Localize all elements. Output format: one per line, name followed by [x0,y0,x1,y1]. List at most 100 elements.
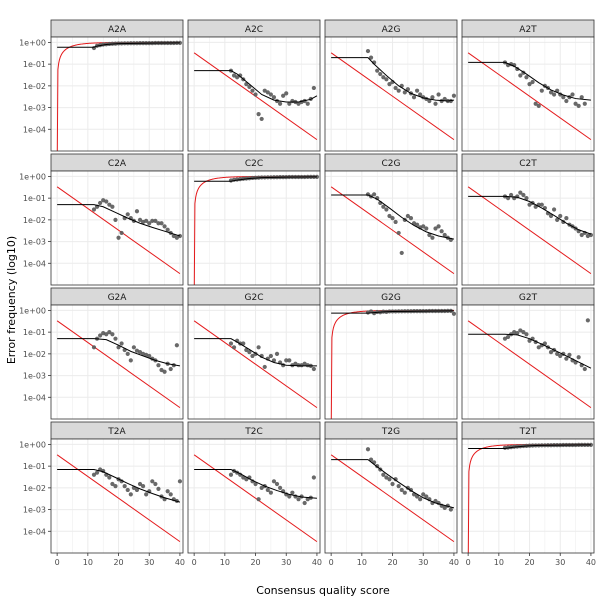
y-tick-label: 1e-02 [23,216,46,225]
panel-marks [56,40,183,151]
data-point [305,101,310,106]
facet-panel-g2a: G2A 1e+00 1e-01 1e-02 1e-03 1e-04 [19,287,184,420]
data-point [98,200,103,206]
data-point [287,494,292,499]
data-point [144,218,149,223]
y-axis-title: Error frequency (log10) [5,236,18,364]
data-point [418,92,423,97]
data-point [539,202,544,207]
panel-background [51,171,183,285]
nominal-error-line [467,320,592,409]
panel-border [461,36,595,152]
panel-background [51,37,183,151]
facet-strip-label: G2A [108,293,128,303]
data-point [555,351,560,356]
data-point [137,350,143,355]
facet-strip-label: G2G [381,293,401,303]
panel-border [50,36,184,152]
panel-border [50,170,184,286]
data-point [439,229,444,234]
data-point [171,233,176,239]
facet-strip-label: A2C [245,25,263,35]
data-point [144,492,149,497]
data-point [168,366,173,372]
fitted-error-line [57,204,181,237]
facet-strip-label: T2T [519,427,537,437]
data-point [399,487,404,493]
data-point [518,190,523,195]
x-tick-label: 20 [524,558,534,567]
facet-strip-label: T2G [381,427,400,437]
data-point [384,77,389,82]
data-point [290,490,295,495]
panel-background [325,37,457,151]
data-point [509,192,514,198]
data-point [228,472,234,477]
y-tick-label: 1e-03 [23,506,46,515]
nominal-error-line [56,320,181,409]
data-point [231,73,237,78]
fitted-error-line [331,194,455,240]
x-tick-label: 0 [466,558,471,567]
data-point [551,207,557,212]
data-point [271,95,277,100]
nominal-error-line [467,186,592,275]
y-tick-label: 1e-02 [23,350,46,359]
panel-border [50,304,184,420]
fitted-error-line [468,333,592,369]
data-point [365,447,371,452]
panel-marks [56,320,181,409]
y-tick-label: 1e-04 [23,393,46,402]
data-point [399,250,404,256]
y-tick-label: 1e-01 [23,462,46,471]
data-point [244,347,249,353]
data-point [421,224,426,229]
data-point [567,352,572,357]
data-point [137,481,143,487]
data-point [436,92,441,97]
data-point [524,196,529,201]
panel-border [461,170,595,286]
panel-border [187,170,321,286]
data-point [119,230,124,236]
facet-panel-c2t: C2T [461,153,595,286]
facet-panel-g2g: G2G [324,287,458,420]
data-point [140,484,146,489]
data-point [448,507,453,512]
data-point [256,497,261,502]
nominal-error-line [467,52,592,141]
data-point [131,345,136,350]
data-point [582,366,587,372]
panel-marks [467,442,594,553]
y-tick-label: 1e-03 [23,238,46,247]
fitted-error-line [194,469,317,499]
data-point [384,475,389,480]
data-point [393,219,398,225]
data-point [165,489,170,494]
data-point [125,212,130,217]
data-point [402,490,407,495]
panel-marks [56,454,183,543]
data-point [381,204,386,209]
y-tick-label: 1e+00 [19,440,46,449]
panel-border [324,170,458,286]
data-point [287,101,292,106]
facet-strip-label: C2A [108,159,127,169]
data-point [107,202,112,207]
data-point [527,338,532,343]
facet-strip-label: G2T [519,293,538,303]
data-point [585,318,590,323]
facet-strip-label: A2G [382,25,401,35]
y-tick-label: 1e-04 [23,125,46,134]
panel-marks [467,186,594,275]
data-point [375,68,380,73]
data-point [250,353,255,359]
fitted-error-line [468,195,592,235]
data-point [107,475,112,480]
fitted-error-line [468,61,591,101]
data-point [156,363,161,368]
data-point [414,494,420,499]
panel-marks [193,52,318,141]
data-point [235,75,240,80]
